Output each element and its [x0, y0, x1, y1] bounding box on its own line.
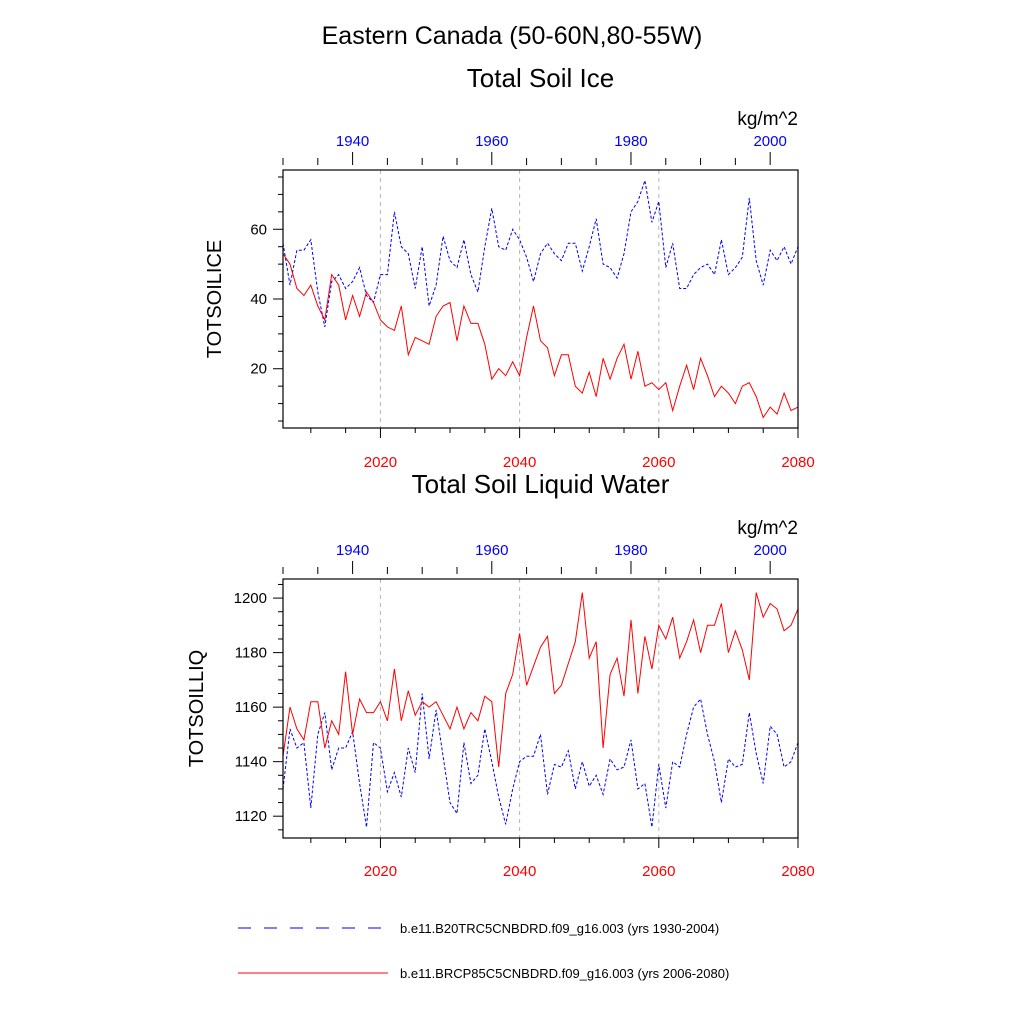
x-tick-label-2060: 2060 [642, 454, 675, 471]
legend: b.e11.B20TRC5CNBDRD.f09_g16.003 (yrs 193… [238, 921, 729, 981]
series-line-future [283, 253, 798, 419]
units-label: kg/m^2 [737, 518, 798, 539]
y-tick-label-1200: 1200 [234, 590, 267, 607]
plot-frame [282, 169, 799, 429]
series-line-historical [283, 180, 798, 327]
top-tick-label-1960: 1960 [475, 542, 508, 559]
y-tick-label-60: 60 [250, 221, 267, 238]
series-line-future [283, 592, 798, 768]
x-tick-label-2040: 2040 [503, 863, 536, 880]
y-axis-label: TOTSOILLIQ [186, 650, 208, 767]
top-tick-label-1960: 1960 [475, 133, 508, 150]
y-tick-label-20: 20 [250, 361, 267, 378]
legend-label-historical: b.e11.B20TRC5CNBDRD.f09_g16.003 (yrs 193… [400, 921, 719, 936]
x-tick-label-2020: 2020 [364, 454, 397, 471]
x-tick-label-2020: 2020 [364, 863, 397, 880]
y-tick-label-1180: 1180 [235, 645, 267, 662]
x-tick-label-2080: 2080 [781, 863, 814, 880]
y-axis-label: TOTSOILICE [204, 240, 226, 359]
top-tick-label-1940: 1940 [336, 133, 369, 150]
y-tick-label-1140: 1140 [235, 754, 267, 771]
plot-frame [282, 578, 799, 839]
figure-title: Eastern Canada (50-60N,80-55W) [322, 22, 703, 50]
top-tick-label-2000: 2000 [753, 133, 786, 150]
chart-panel-soil-liquid-water: Total Soil Liquid Water kg/m^2 TOTSOILLIQ 2… [186, 469, 815, 880]
panel-title: Total Soil Liquid Water [412, 469, 670, 499]
x-tick-label-2040: 2040 [503, 454, 536, 471]
y-tick-label-1120: 1120 [235, 808, 267, 825]
x-tick-label-2080: 2080 [781, 454, 814, 471]
units-label: kg/m^2 [737, 109, 798, 130]
y-tick-label-40: 40 [250, 291, 267, 308]
top-tick-label-2000: 2000 [753, 542, 786, 559]
legend-label-future: b.e11.BRCP85C5CNBDRD.f09_g16.003 (yrs 20… [400, 966, 729, 981]
top-tick-label-1940: 1940 [336, 542, 369, 559]
panel-title: Total Soil Ice [467, 63, 614, 93]
top-tick-label-1980: 1980 [614, 542, 647, 559]
x-tick-label-2060: 2060 [642, 863, 675, 880]
top-tick-label-1980: 1980 [614, 133, 647, 150]
y-tick-label-1160: 1160 [235, 699, 267, 716]
series-line-historical [283, 693, 798, 828]
